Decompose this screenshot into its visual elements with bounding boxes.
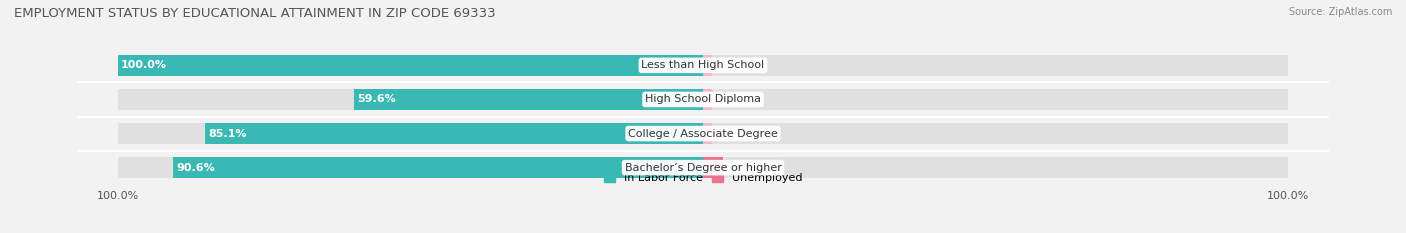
Text: College / Associate Degree: College / Associate Degree	[628, 129, 778, 139]
Text: Source: ZipAtlas.com: Source: ZipAtlas.com	[1288, 7, 1392, 17]
Text: 100.0%: 100.0%	[121, 60, 167, 70]
Bar	[354, 89, 703, 110]
Bar	[703, 89, 711, 110]
Bar	[118, 55, 703, 75]
Bar	[118, 158, 703, 178]
Bar	[703, 123, 1288, 144]
Text: 0.0%: 0.0%	[717, 60, 745, 70]
Bar	[703, 123, 711, 144]
Bar	[118, 55, 703, 75]
Bar	[703, 158, 1288, 178]
Text: 3.4%: 3.4%	[728, 163, 756, 173]
Legend: In Labor Force, Unemployed: In Labor Force, Unemployed	[599, 168, 807, 188]
Text: Bachelor’s Degree or higher: Bachelor’s Degree or higher	[624, 163, 782, 173]
Text: Less than High School: Less than High School	[641, 60, 765, 70]
Bar	[118, 89, 703, 110]
Bar	[118, 123, 703, 144]
Bar	[173, 158, 703, 178]
Text: 90.6%: 90.6%	[176, 163, 215, 173]
Bar	[703, 158, 723, 178]
Bar	[703, 55, 711, 75]
Text: High School Diploma: High School Diploma	[645, 94, 761, 104]
Bar	[205, 123, 703, 144]
Text: 85.1%: 85.1%	[208, 129, 247, 139]
Text: 0.0%: 0.0%	[717, 94, 745, 104]
Bar	[703, 55, 1288, 75]
Text: 0.0%: 0.0%	[717, 129, 745, 139]
Text: 59.6%: 59.6%	[357, 94, 396, 104]
Bar	[703, 89, 1288, 110]
Text: EMPLOYMENT STATUS BY EDUCATIONAL ATTAINMENT IN ZIP CODE 69333: EMPLOYMENT STATUS BY EDUCATIONAL ATTAINM…	[14, 7, 496, 20]
